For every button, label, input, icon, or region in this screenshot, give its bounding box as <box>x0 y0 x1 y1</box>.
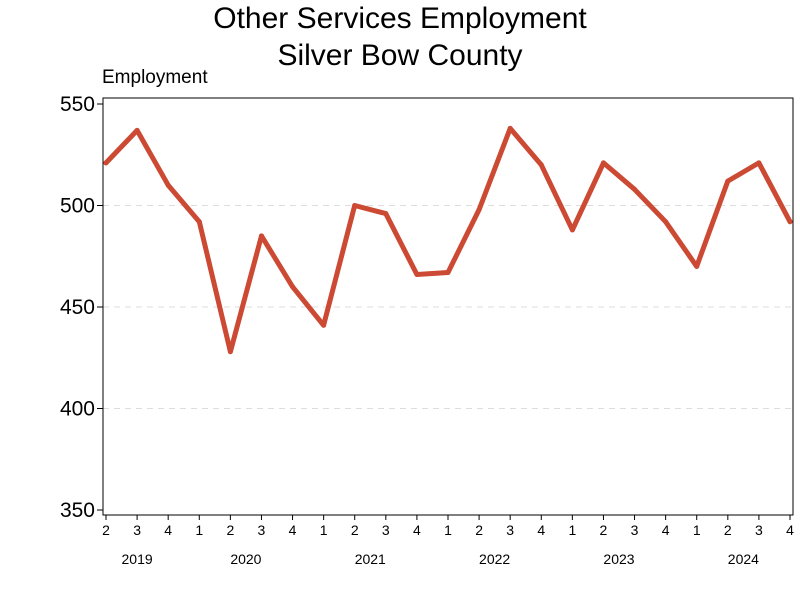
data-point <box>352 203 358 208</box>
x-tick-label: 3 <box>631 522 639 538</box>
x-tick-label: 1 <box>693 522 701 538</box>
year-label: 2021 <box>355 551 386 567</box>
x-tick-label: 2 <box>724 522 732 538</box>
x-tick-label: 2 <box>600 522 608 538</box>
x-tick-label: 2 <box>102 522 110 538</box>
x-tick-label: 2 <box>351 522 359 538</box>
y-tick-label: 450 <box>60 296 95 319</box>
x-tick-label: 1 <box>444 522 452 538</box>
y-tick-label: 550 <box>60 93 95 116</box>
data-point <box>756 160 762 166</box>
data-point <box>787 219 793 225</box>
x-tick-label: 3 <box>258 522 266 538</box>
x-tick-label: 1 <box>320 522 328 538</box>
y-tick-label: 400 <box>60 398 95 421</box>
data-point <box>165 182 171 188</box>
x-tick-label: 4 <box>786 522 794 538</box>
x-tick-label: 3 <box>755 522 763 538</box>
data-point <box>663 219 669 225</box>
data-point <box>414 272 420 278</box>
year-label: 2024 <box>728 551 759 567</box>
x-tick-label: 3 <box>506 522 514 538</box>
data-point <box>258 233 264 239</box>
data-point <box>569 227 575 233</box>
y-axis-label: Employment <box>102 67 208 88</box>
x-tick-label: 4 <box>289 522 297 538</box>
gridlines <box>103 205 793 409</box>
y-axis: 350 400 450 500 550 <box>60 93 103 522</box>
year-label: 2023 <box>603 551 634 567</box>
data-point <box>632 186 638 192</box>
x-tick-label: 4 <box>662 522 670 538</box>
x-tick-label: 1 <box>195 522 203 538</box>
x-tick-label: 3 <box>133 522 141 538</box>
chart-title-block: Other Services Employment Silver Bow Cou… <box>0 0 800 74</box>
x-tick-label: 2 <box>475 522 483 538</box>
y-tick-label: 500 <box>60 195 95 218</box>
chart-title: Other Services Employment <box>213 2 587 35</box>
series-line <box>103 125 793 355</box>
data-point <box>196 219 202 225</box>
year-label: 2022 <box>479 551 510 567</box>
data-point <box>383 211 389 217</box>
x-tick-label: 2 <box>226 522 234 538</box>
y-tick-label: 350 <box>60 499 95 522</box>
x-tick-label: 3 <box>382 522 390 538</box>
data-point <box>103 160 109 166</box>
data-point <box>600 160 606 166</box>
year-label: 2019 <box>122 551 153 567</box>
x-tick-label: 4 <box>413 522 421 538</box>
x-axis: 2 3 4 1 2 3 4 1 2 3 4 1 2 3 4 1 2 3 4 1 2 3 4 <box>102 515 794 538</box>
data-point <box>290 284 296 290</box>
data-point <box>725 178 731 184</box>
data-points <box>103 125 793 355</box>
data-point <box>134 127 140 133</box>
x-tick-label: 1 <box>568 522 576 538</box>
year-label: 2020 <box>230 551 261 567</box>
data-point <box>476 207 482 213</box>
data-point <box>227 349 233 355</box>
chart-subtitle: Silver Bow County <box>277 39 523 72</box>
data-point <box>507 125 513 131</box>
data-point <box>538 162 544 168</box>
year-labels: 2019 2020 2021 2022 2023 2024 <box>122 551 760 567</box>
data-point <box>445 269 451 275</box>
data-point <box>321 322 327 328</box>
x-tick-label: 4 <box>537 522 545 538</box>
x-tick-label: 4 <box>164 522 172 538</box>
data-point <box>694 263 700 269</box>
